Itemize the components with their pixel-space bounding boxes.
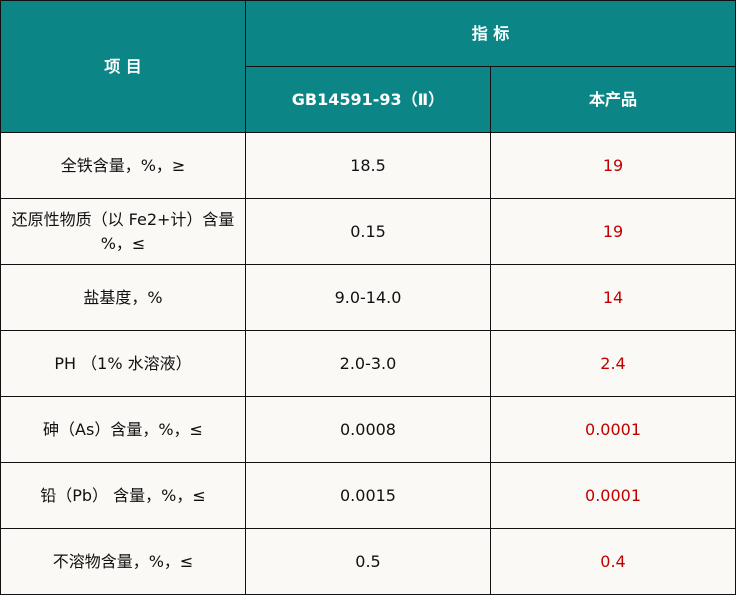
item-cell: 盐基度，% xyxy=(0,264,246,331)
standard-cell: 0.15 xyxy=(245,198,491,265)
header-item: 项 目 xyxy=(0,0,246,133)
item-cell: 铅（Pb） 含量，%，≤ xyxy=(0,462,246,529)
standard-cell: 2.0-3.0 xyxy=(245,330,491,397)
standard-cell: 0.0008 xyxy=(245,396,491,463)
header-product: 本产品 xyxy=(489,66,736,133)
table-row: PH （1% 水溶液） 2.0-3.0 2.4 xyxy=(0,330,736,397)
header-standard: GB14591-93（Ⅱ） xyxy=(245,66,491,133)
item-cell: PH （1% 水溶液） xyxy=(0,330,246,397)
standard-cell: 0.5 xyxy=(245,528,491,595)
item-cell: 还原性物质（以 Fe2+计）含量 %，≤ xyxy=(0,198,246,265)
standard-cell: 0.0015 xyxy=(245,462,491,529)
product-cell: 0.0001 xyxy=(489,396,736,463)
standard-cell: 9.0-14.0 xyxy=(245,264,491,331)
table-row: 铅（Pb） 含量，%，≤ 0.0015 0.0001 xyxy=(0,462,736,529)
item-cell: 不溶物含量，%，≤ xyxy=(0,528,246,595)
table-row: 不溶物含量，%，≤ 0.5 0.4 xyxy=(0,528,736,595)
table-row: 砷（As）含量，%，≤ 0.0008 0.0001 xyxy=(0,396,736,463)
item-cell: 砷（As）含量，%，≤ xyxy=(0,396,246,463)
product-cell: 0.4 xyxy=(489,528,736,595)
table-row: 还原性物质（以 Fe2+计）含量 %，≤ 0.15 19 xyxy=(0,198,736,265)
header-indicator: 指 标 xyxy=(244,0,736,67)
product-cell: 2.4 xyxy=(489,330,736,397)
product-cell: 19 xyxy=(489,198,736,265)
table-row: 盐基度，% 9.0-14.0 14 xyxy=(0,264,736,331)
standard-cell: 18.5 xyxy=(245,132,491,199)
product-cell: 0.0001 xyxy=(489,462,736,529)
product-cell: 14 xyxy=(489,264,736,331)
product-cell: 19 xyxy=(489,132,736,199)
item-cell: 全铁含量，%，≥ xyxy=(0,132,246,199)
table-row: 全铁含量，%，≥ 18.5 19 xyxy=(0,132,736,199)
